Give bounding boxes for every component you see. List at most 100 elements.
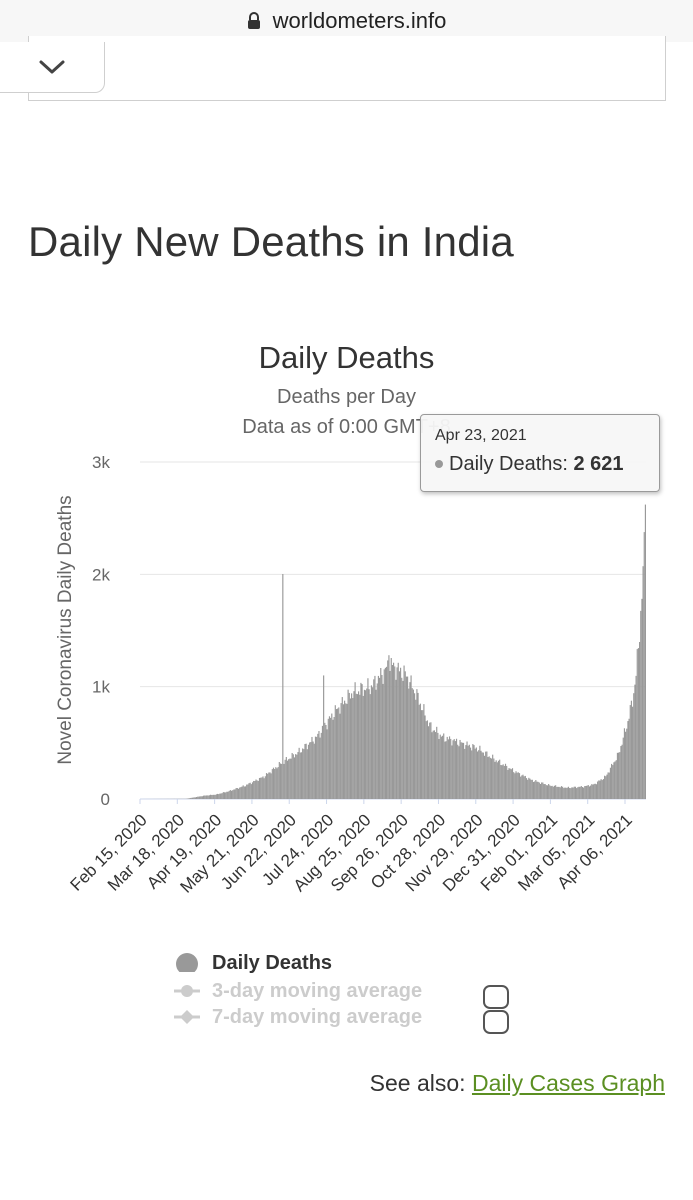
bar[interactable] (417, 692, 419, 799)
bar[interactable] (623, 728, 626, 799)
bar[interactable] (517, 772, 519, 799)
bar[interactable] (502, 764, 504, 799)
bar[interactable] (608, 772, 610, 799)
bar[interactable] (464, 748, 466, 799)
bar[interactable] (607, 772, 609, 799)
bar[interactable] (331, 713, 333, 799)
bar[interactable] (221, 793, 223, 799)
bar[interactable] (241, 786, 243, 799)
bar[interactable] (394, 666, 396, 799)
bar[interactable] (237, 788, 240, 799)
bar[interactable] (466, 741, 468, 799)
bar[interactable] (490, 758, 493, 800)
bar[interactable] (359, 694, 361, 799)
bar[interactable] (375, 689, 377, 799)
bar[interactable] (358, 691, 360, 799)
bar[interactable] (278, 762, 280, 799)
bar[interactable] (299, 752, 301, 799)
bar[interactable] (641, 598, 643, 799)
bar[interactable] (279, 763, 282, 799)
bar[interactable] (635, 675, 637, 799)
bar[interactable] (395, 679, 397, 799)
bar[interactable] (532, 781, 535, 799)
bar[interactable] (578, 786, 580, 799)
bar[interactable] (387, 660, 389, 799)
bar[interactable] (264, 776, 266, 799)
bar[interactable] (595, 784, 598, 799)
bar[interactable] (271, 769, 273, 799)
bar[interactable] (481, 752, 483, 799)
bar[interactable] (332, 719, 334, 799)
bar[interactable] (365, 690, 367, 799)
bar[interactable] (355, 693, 357, 799)
bar[interactable] (316, 736, 318, 799)
bar[interactable] (270, 773, 272, 799)
bar[interactable] (228, 790, 230, 799)
bar[interactable] (454, 741, 456, 799)
bar[interactable] (593, 783, 595, 799)
bar[interactable] (614, 761, 616, 799)
bar[interactable] (242, 785, 244, 799)
bar[interactable] (538, 782, 540, 799)
bar[interactable] (450, 738, 452, 799)
bar[interactable] (609, 767, 612, 799)
bar[interactable] (325, 725, 327, 799)
bar[interactable] (312, 741, 314, 799)
bar[interactable] (199, 796, 201, 799)
bar[interactable] (243, 786, 245, 799)
bar[interactable] (253, 780, 255, 799)
bar[interactable] (445, 741, 447, 799)
bar[interactable] (353, 691, 355, 799)
bar[interactable] (529, 778, 531, 799)
bar[interactable] (187, 798, 189, 799)
bar[interactable] (474, 748, 476, 799)
bar[interactable] (606, 774, 608, 799)
bar[interactable] (543, 784, 545, 799)
bar[interactable] (254, 781, 256, 799)
bar[interactable] (475, 747, 477, 800)
bar[interactable] (642, 566, 644, 799)
bar[interactable] (416, 689, 418, 799)
bar[interactable] (562, 786, 564, 799)
bar[interactable] (448, 736, 451, 799)
bar[interactable] (324, 722, 326, 799)
bar[interactable] (344, 700, 346, 799)
bar[interactable] (644, 504, 646, 799)
bar[interactable] (549, 785, 551, 799)
bar[interactable] (453, 739, 455, 799)
bar[interactable] (495, 760, 497, 799)
bar[interactable] (628, 718, 630, 799)
bar[interactable] (580, 785, 582, 799)
bar[interactable] (601, 780, 603, 799)
bar[interactable] (507, 769, 509, 799)
bar[interactable] (597, 781, 599, 799)
bar[interactable] (379, 677, 381, 799)
bar[interactable] (581, 787, 584, 799)
bar[interactable] (434, 732, 437, 799)
bar[interactable] (348, 692, 350, 799)
bar[interactable] (247, 784, 249, 799)
daily-cases-graph-link[interactable]: Daily Cases Graph (471, 1070, 665, 1096)
bar[interactable] (391, 665, 393, 799)
bar[interactable] (317, 733, 319, 799)
bar[interactable] (289, 758, 291, 799)
bar[interactable] (459, 739, 461, 799)
bar[interactable] (313, 743, 315, 799)
bar[interactable] (213, 794, 215, 799)
bar[interactable] (508, 768, 510, 799)
bar[interactable] (643, 532, 645, 799)
bar[interactable] (282, 574, 284, 799)
bar[interactable] (556, 786, 558, 799)
bar[interactable] (225, 792, 227, 799)
bar[interactable] (356, 694, 359, 799)
bar[interactable] (427, 726, 430, 799)
bar[interactable] (594, 783, 596, 799)
bar[interactable] (539, 783, 542, 799)
bar[interactable] (330, 717, 332, 799)
bar[interactable] (413, 693, 416, 799)
bar[interactable] (272, 767, 275, 799)
bar[interactable] (216, 793, 219, 799)
bar[interactable] (193, 797, 195, 799)
bar[interactable] (423, 704, 425, 799)
bar[interactable] (190, 797, 192, 799)
